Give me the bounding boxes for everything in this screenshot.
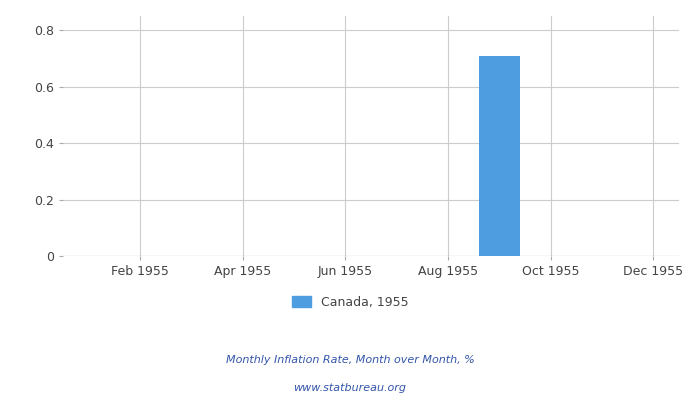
Text: Monthly Inflation Rate, Month over Month, %: Monthly Inflation Rate, Month over Month… bbox=[225, 355, 475, 365]
Bar bbox=[479, 56, 520, 256]
Legend: Canada, 1955: Canada, 1955 bbox=[287, 291, 413, 314]
Text: www.statbureau.org: www.statbureau.org bbox=[293, 383, 407, 393]
